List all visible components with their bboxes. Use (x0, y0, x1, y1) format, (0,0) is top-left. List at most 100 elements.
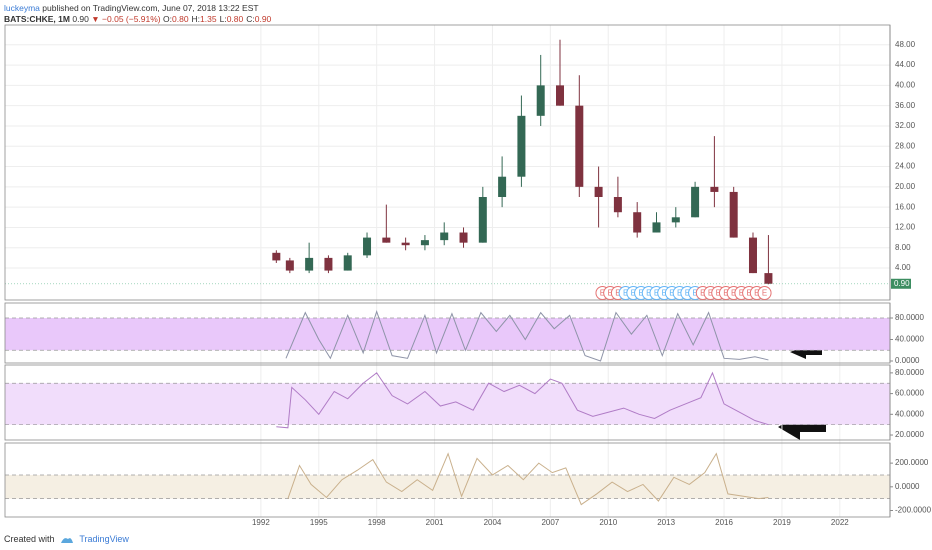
y-tick-label: 20.0000 (895, 430, 924, 439)
earnings-label: E (685, 289, 690, 298)
x-tick-label: 2016 (715, 518, 733, 527)
x-tick-label: 2013 (657, 518, 675, 527)
earnings-label: E (615, 289, 620, 298)
earnings-label: E (762, 289, 767, 298)
candle-body (305, 257, 314, 271)
candle-body (517, 115, 526, 177)
change: ▼ −0.05 (−5.91%) (91, 14, 161, 24)
ohlc-key: C: (246, 14, 255, 24)
candle-body (710, 186, 719, 192)
band (5, 474, 890, 499)
ohlc: O:0.80 H:1.35 L:0.80 C:0.90 (163, 14, 274, 24)
y-tick-label: 20.00 (895, 182, 916, 191)
candle-body (272, 252, 281, 261)
earnings-label: E (708, 289, 713, 298)
earnings-label: E (731, 289, 736, 298)
y-tick-label: 24.00 (895, 162, 916, 171)
y-tick-label: 28.00 (895, 141, 916, 150)
grid-layer (5, 25, 890, 517)
x-tick-label: 1992 (252, 518, 270, 527)
candle-body (420, 240, 429, 246)
y-tick-label: 80.0000 (895, 368, 924, 377)
y-tick-label: 40.00 (895, 80, 916, 89)
candle-body (764, 273, 773, 284)
x-tick-label: 2019 (773, 518, 791, 527)
candle-body (324, 257, 333, 271)
marks-layer (5, 39, 890, 506)
x-tick-label: 1998 (368, 518, 386, 527)
y-tick-label: 0.0000 (895, 482, 920, 491)
x-tick-label: 2010 (599, 518, 617, 527)
candle-body (478, 197, 487, 243)
earnings-label: E (623, 289, 628, 298)
ohlc-value: 0.80 (172, 14, 189, 24)
indicator-line (276, 371, 769, 429)
candle-body (343, 255, 352, 271)
earnings-label: E (677, 289, 682, 298)
candle-body (671, 217, 680, 223)
last-price-box (891, 278, 911, 289)
x-tick-label: 2004 (484, 518, 502, 527)
y-tick-label: 40.0000 (895, 335, 924, 344)
ohlc-value: 1.35 (200, 14, 217, 24)
candle-body (536, 85, 545, 116)
earnings-label: E (754, 289, 759, 298)
y-tick-label: 48.00 (895, 40, 916, 49)
y-tick-label: 4.00 (895, 263, 911, 272)
y-tick-label: -200.0000 (895, 506, 932, 515)
chart: 1992 1995 1998 2001 2004 2007 2010 2013 2016 2019… (4, 24, 932, 527)
ohlc-key: L: (219, 14, 227, 24)
logo (61, 538, 74, 543)
candle-body (556, 85, 565, 106)
y-tick-label: 0.0000 (895, 356, 920, 365)
footer: Created with TradingView (4, 534, 129, 544)
created: Created with (4, 533, 55, 544)
x-tick-label: 2022 (831, 518, 849, 527)
earnings-label: E (631, 289, 636, 298)
symbol-line: BATS:CHKE, 1M 0.90 ▼ −0.05 (−5.91%) O:0.… (4, 14, 274, 24)
candle-body (748, 237, 757, 274)
earnings-label: E (723, 289, 728, 298)
y-tick-label: 12.00 (895, 223, 916, 232)
y-tick-label: 8.00 (895, 243, 911, 252)
candle-body (729, 191, 738, 238)
pane-frame (4, 24, 891, 301)
x-tick-label: 2007 (541, 518, 559, 527)
candle-body (594, 186, 603, 198)
x-tick-label: 2001 (426, 518, 444, 527)
earnings-label: E (700, 289, 705, 298)
ohlc-value: 0.80 (226, 14, 244, 24)
x-tick-label: 1995 (310, 518, 328, 527)
author[interactable]: luckeyma (4, 3, 40, 13)
y-tick-label: 200.0000 (895, 458, 929, 467)
candle-body (691, 186, 700, 218)
ohlc-value: 0.90 (254, 14, 272, 24)
candle-body (652, 222, 661, 233)
symbol: BATS:CHKE, 1M (4, 14, 70, 24)
candle-body (498, 176, 507, 198)
y-tick-label: 80.0000 (895, 313, 924, 322)
indicator-line (287, 452, 769, 506)
y-tick-label: 32.00 (895, 121, 916, 130)
candle-body (401, 242, 410, 246)
earnings-label: E (638, 289, 643, 298)
candle-body (613, 197, 622, 213)
y-tick-label: 60.0000 (895, 389, 924, 398)
y-tick-label: 16.00 (895, 202, 916, 211)
band (5, 318, 890, 351)
candle-body (382, 237, 391, 243)
earnings-label: E (692, 289, 697, 298)
candle-body (363, 237, 372, 256)
earnings-label: E (646, 289, 651, 298)
y-tick-label: 40.0000 (895, 409, 924, 418)
candle-body (440, 232, 449, 241)
indicator-line (285, 309, 769, 362)
ohlc-key: H: (191, 14, 201, 24)
earnings-label: E (739, 289, 744, 298)
earnings-label: E (662, 289, 667, 298)
earnings-label: E (654, 289, 659, 298)
candle-body (459, 232, 468, 243)
header-line: luckeyma published on TradingView.com, J… (4, 3, 259, 13)
brand[interactable]: TradingView (79, 533, 129, 544)
